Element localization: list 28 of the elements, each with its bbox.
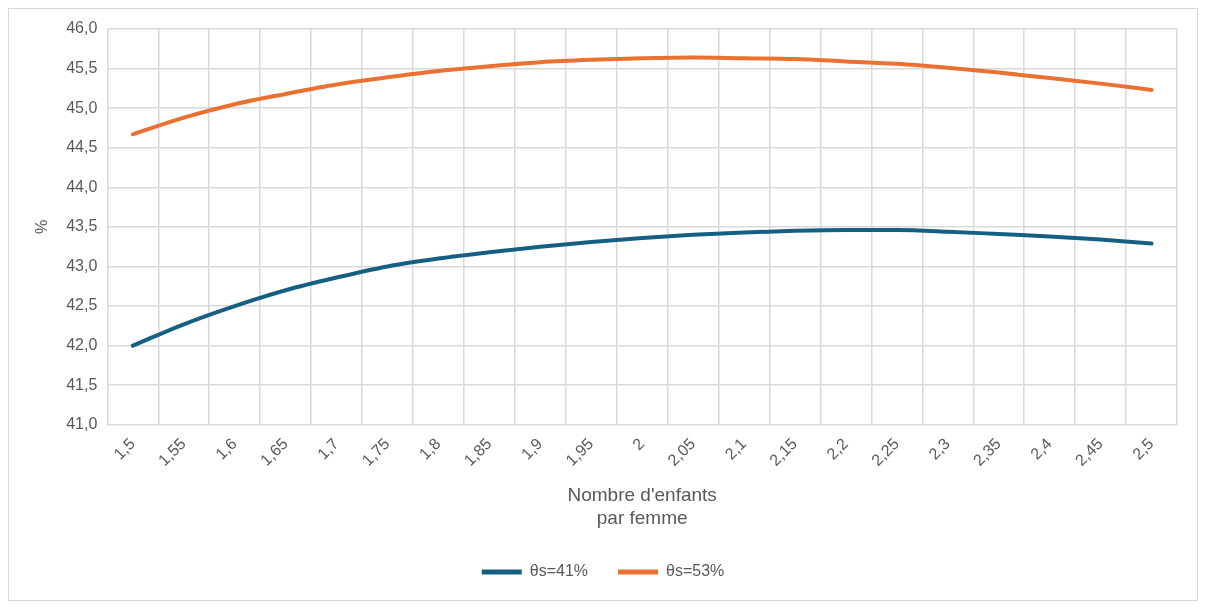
x-tick-label: 2,1 bbox=[721, 434, 750, 463]
x-tick-label: 1,7 bbox=[314, 434, 342, 463]
legend-label: θs=53% bbox=[666, 562, 725, 580]
x-tick-label: 2 bbox=[629, 434, 648, 454]
x-axis-title: Nombre d'enfants par femme bbox=[567, 484, 717, 528]
y-tick-label: 42,0 bbox=[66, 336, 98, 354]
y-tick-label: 45,5 bbox=[66, 58, 98, 76]
y-tick-label: 45,0 bbox=[66, 98, 98, 116]
y-tick-label: 46,0 bbox=[66, 19, 98, 37]
x-tick-label: 2,5 bbox=[1129, 434, 1157, 463]
x-tick-label: 2,3 bbox=[925, 434, 954, 463]
y-tick-label: 44,5 bbox=[66, 138, 98, 156]
y-tick-label: 43,0 bbox=[66, 256, 98, 274]
x-tick-label: 1,6 bbox=[212, 434, 240, 463]
x-tick-label: 1,5 bbox=[110, 434, 139, 463]
y-tick-label: 41,5 bbox=[66, 375, 98, 393]
y-axis-title: % bbox=[33, 219, 51, 235]
y-tick-label: 44,0 bbox=[66, 177, 98, 195]
line-series bbox=[130, 55, 1154, 137]
x-tick-label: 2,4 bbox=[1027, 434, 1055, 463]
line-series bbox=[130, 228, 1154, 348]
x-tick-label: 1,8 bbox=[415, 434, 444, 463]
x-tick-label: 2,2 bbox=[823, 434, 852, 463]
y-tick-label: 41,0 bbox=[66, 415, 98, 433]
legend-label: θs=41% bbox=[529, 562, 588, 580]
y-tick-label: 43,5 bbox=[66, 217, 98, 235]
y-tick-label: 42,5 bbox=[66, 296, 98, 314]
x-tick-label: 1,9 bbox=[517, 434, 546, 463]
